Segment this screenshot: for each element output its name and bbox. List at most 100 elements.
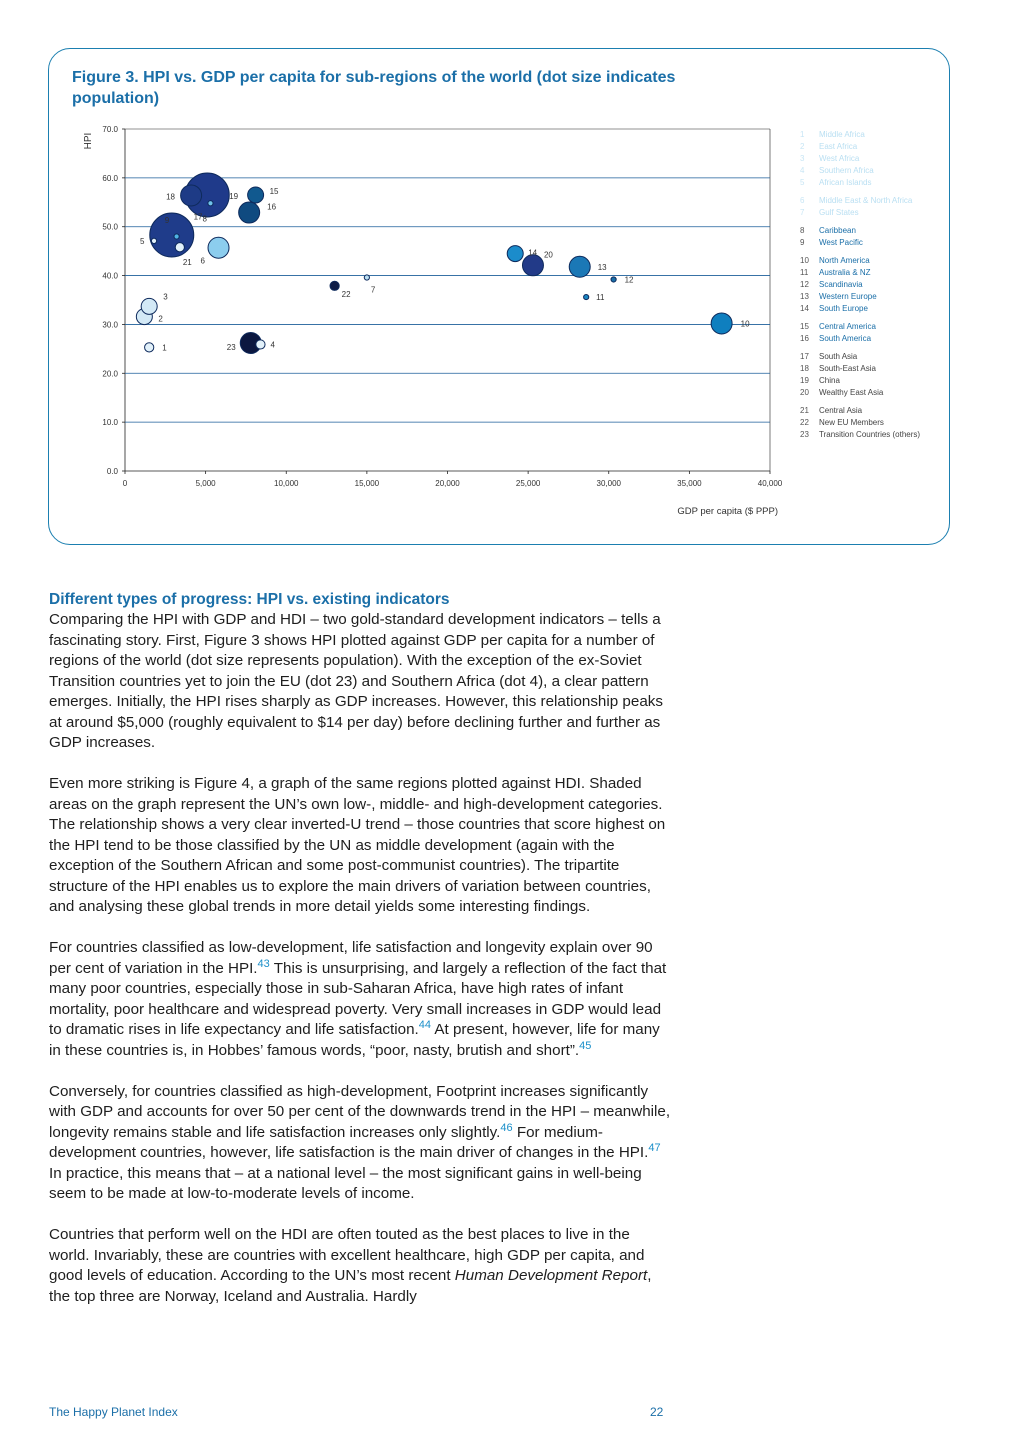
legend-number-14: 14 [800,304,809,313]
y-tick-label: 30.0 [102,320,118,329]
legend-label-14: South Europe [819,304,868,313]
legend-label-4: Southern Africa [819,166,874,175]
legend-number-15: 15 [800,322,809,331]
point-label-18: 18 [166,192,175,201]
point-label-15: 15 [270,187,279,196]
legend-label-1: Middle Africa [819,130,865,139]
data-point-7 [363,274,370,281]
legend-label-17: South Asia [819,352,858,361]
y-tick-label: 40.0 [102,272,118,281]
footer-publication-title: The Happy Planet Index [49,1405,178,1419]
point-label-5: 5 [140,237,145,246]
legend-number-8: 8 [800,226,805,235]
legend-label-15: Central America [819,322,876,331]
y-tick-label: 10.0 [102,418,118,427]
x-tick-label: 20,000 [435,479,460,488]
legend-label-20: Wealthy East Asia [819,388,884,397]
legend-label-8: Caribbean [819,226,856,235]
legend-label-3: West Africa [819,154,860,163]
data-point-15 [247,186,265,204]
x-tick-label: 10,000 [274,479,299,488]
legend-number-5: 5 [800,178,805,187]
legend-number-21: 21 [800,406,809,415]
legend-label-23: Transition Countries (others) [819,430,920,439]
article-body: Different types of progress: HPI vs. exi… [49,590,674,1328]
legend-label-18: South-East Asia [819,364,876,373]
data-point-20 [521,254,544,277]
data-point-1 [144,342,155,353]
paragraph-2: Even more striking is Figure 4, a graph … [49,775,666,915]
legend-label-21: Central Asia [819,406,863,415]
data-point-21 [174,242,185,253]
legend-number-11: 11 [800,268,809,277]
paragraph-1: Comparing the HPI with GDP and HDI – two… [49,611,663,751]
legend-number-4: 4 [800,166,805,175]
legend-number-19: 19 [800,376,809,385]
data-point-14 [506,245,524,263]
point-label-7: 7 [371,286,376,295]
footnote-ref-43[interactable]: 43 [257,957,270,970]
legend-label-16: South America [819,334,872,343]
x-tick-label: 30,000 [597,479,622,488]
footnote-ref-47[interactable]: 47 [648,1141,661,1154]
legend-number-20: 20 [800,388,809,397]
point-label-19: 19 [229,192,238,201]
y-tick-label: 50.0 [102,223,118,232]
legend-number-17: 17 [800,352,809,361]
x-tick-label: 35,000 [677,479,702,488]
legend-number-10: 10 [800,256,809,265]
data-point-18 [180,184,203,207]
point-label-20: 20 [544,250,553,259]
data-point-3 [140,297,158,315]
data-point-12 [610,276,617,283]
legend-number-12: 12 [800,280,809,289]
data-point-16 [238,201,261,224]
point-label-12: 12 [625,275,634,284]
figure-title: Figure 3. HPI vs. GDP per capita for sub… [72,69,676,107]
legend-label-13: Western Europe [819,292,877,301]
data-point-10 [710,312,733,335]
legend-number-2: 2 [800,142,805,151]
legend-label-2: East Africa [819,142,858,151]
legend-number-23: 23 [800,430,809,439]
legend-number-18: 18 [800,364,809,373]
point-label-10: 10 [741,319,750,328]
footnote-ref-46[interactable]: 46 [500,1121,513,1134]
legend-number-9: 9 [800,238,805,247]
point-label-4: 4 [270,340,275,349]
legend-number-1: 1 [800,130,805,139]
legend-label-7: Gulf States [819,208,859,217]
legend-label-12: Scandinavia [819,280,863,289]
legend-label-19: China [819,376,840,385]
legend-label-11: Australia & NZ [819,268,871,277]
point-label-14: 14 [528,249,537,258]
point-label-23: 23 [227,343,236,352]
data-point-5 [150,237,158,244]
legend-number-7: 7 [800,208,805,217]
section-heading: Different types of progress: HPI vs. exi… [49,591,450,608]
x-tick-label: 40,000 [758,479,783,488]
point-label-13: 13 [598,263,607,272]
footnote-ref-44[interactable]: 44 [418,1018,431,1031]
paragraph-4: Conversely, for countries classified as … [49,1082,671,1203]
data-point-4 [255,339,266,350]
point-label-2: 2 [158,315,163,324]
point-label-1: 1 [162,343,167,352]
y-tick-label: 20.0 [102,369,118,378]
hpi-gdp-scatter-chart: 0.0 10.0 20.0 30.0 40.0 50.0 60.0 70.0 0 5,000 10,… [83,125,920,517]
data-point-8 [207,200,214,207]
legend-number-3: 3 [800,154,805,163]
data-point-11 [583,293,590,301]
point-label-3: 3 [163,292,168,301]
paragraph-5: Countries that perform well on the HDI a… [49,1226,652,1305]
legend-number-6: 6 [800,196,805,205]
x-axis-label: GDP per capita ($ PPP) [677,506,778,517]
point-label-21: 21 [183,258,192,267]
footnote-ref-45[interactable]: 45 [579,1039,592,1052]
data-point-13 [568,255,591,278]
legend-label-22: New EU Members [819,418,884,427]
figure-frame [48,48,950,545]
data-point-6 [207,236,230,259]
point-label-9: 9 [165,216,170,225]
point-label-17: 17 [194,212,203,221]
